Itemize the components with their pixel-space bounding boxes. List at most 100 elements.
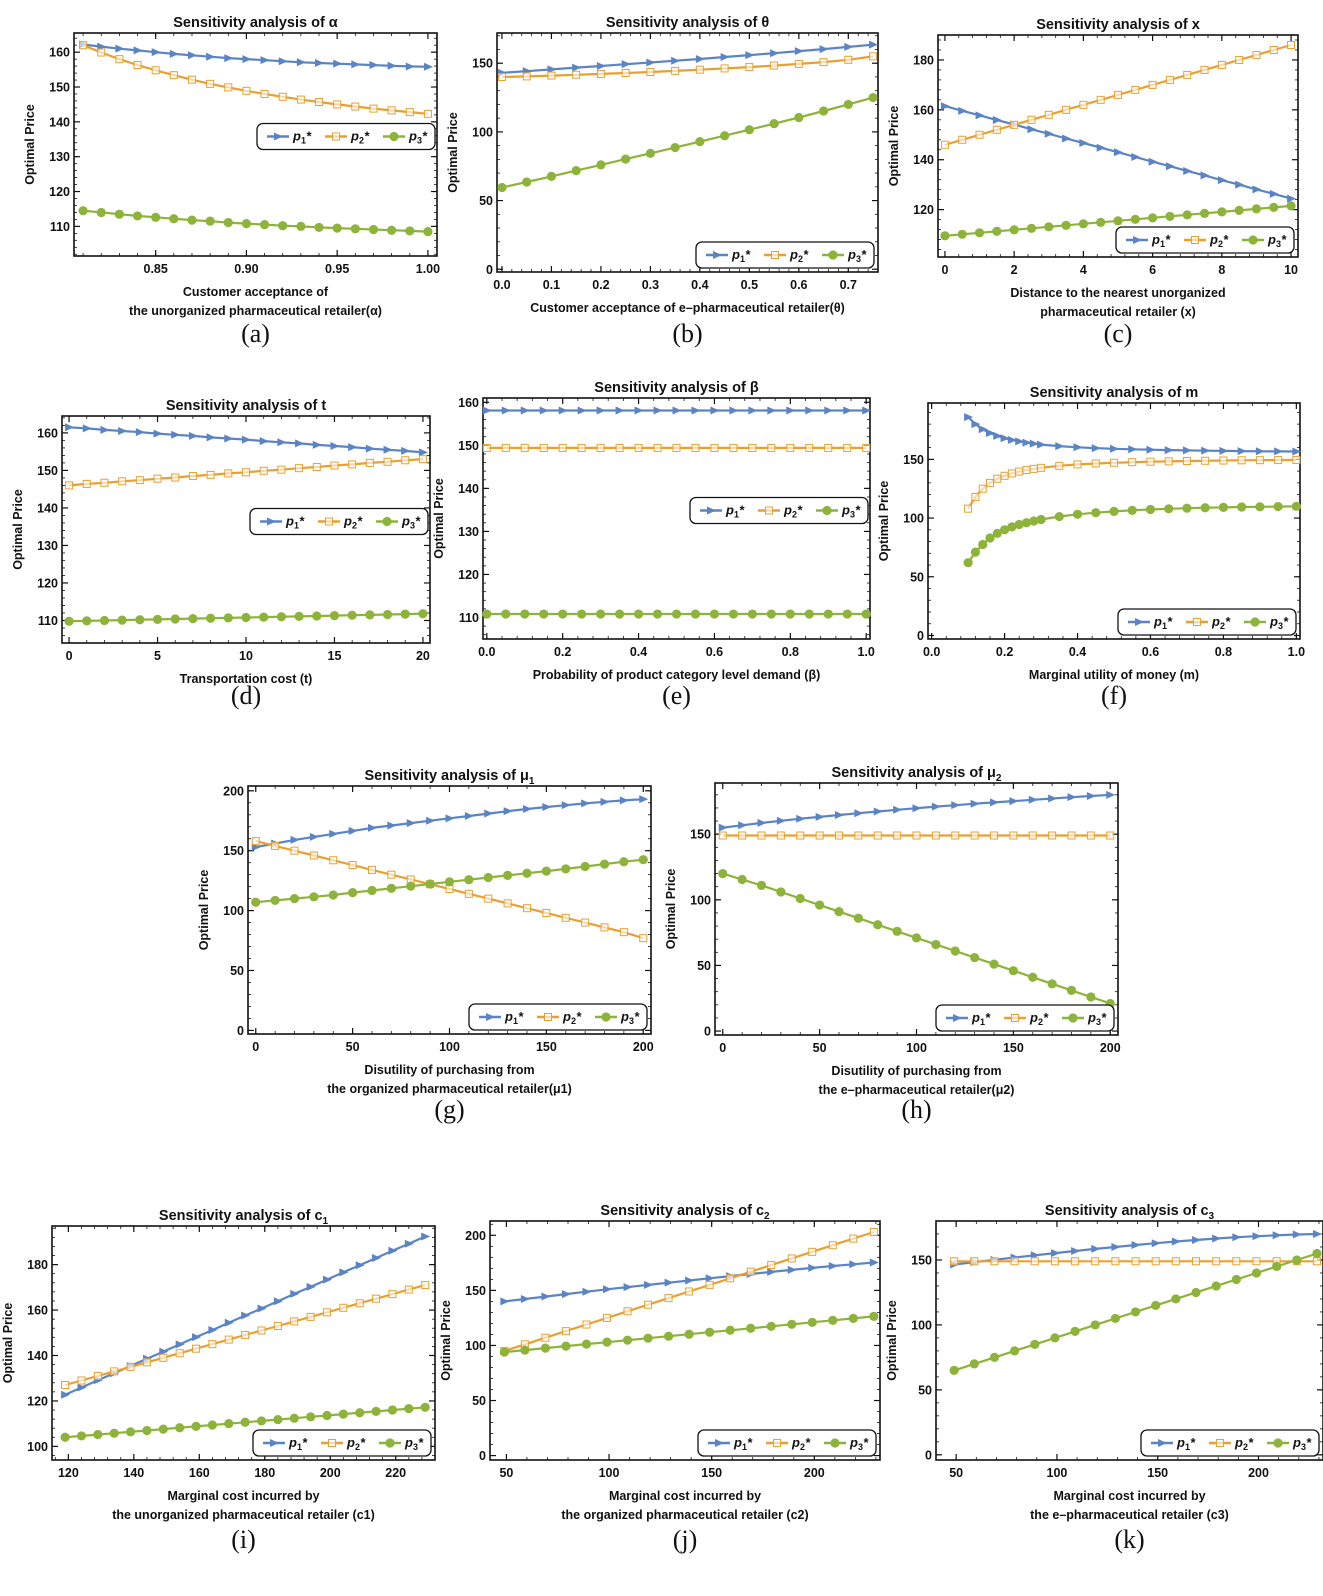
data-point-p2 xyxy=(65,481,74,490)
data-point-p3 xyxy=(766,609,776,619)
data-point-p2 xyxy=(159,1353,168,1362)
x-tick-label: 200 xyxy=(1100,1041,1121,1055)
data-point-p3 xyxy=(276,612,286,622)
y-tick-label: 140 xyxy=(49,115,70,129)
y-tick-label: 200 xyxy=(223,784,244,798)
y-axis-label: Optimal Price xyxy=(197,870,211,951)
data-point-p2 xyxy=(745,63,754,72)
data-point-p2 xyxy=(615,443,624,452)
legend-item-p1: p1* xyxy=(479,1009,524,1026)
data-point-p3 xyxy=(329,611,340,621)
data-point-p1 xyxy=(65,423,75,432)
data-point-p1 xyxy=(290,835,300,844)
data-point-p3 xyxy=(869,1311,879,1321)
x-tick-label: 150 xyxy=(536,1040,557,1054)
data-point-p3 xyxy=(1211,1281,1221,1291)
panel-a: Sensitivity analysis of α 110 120 130 140 150… xyxy=(23,15,440,348)
data-point-p1 xyxy=(745,51,755,60)
data-point-p1 xyxy=(1073,443,1083,452)
data-point-p2 xyxy=(259,466,268,475)
x-tick-label: 6 xyxy=(1149,263,1156,277)
data-point-p1 xyxy=(547,65,557,74)
data-point-p3 xyxy=(633,609,644,619)
data-point-p1 xyxy=(1106,790,1116,799)
x-tick-label: 0.2 xyxy=(592,278,609,292)
data-point-p2 xyxy=(849,1234,858,1243)
data-point-p3 xyxy=(614,609,625,619)
data-point-p3 xyxy=(989,959,999,969)
data-point-p1 xyxy=(1212,1234,1222,1243)
data-point-p3 xyxy=(709,609,720,619)
series-p3 xyxy=(60,1402,430,1442)
data-point-p2 xyxy=(110,1367,119,1376)
x-tick-label: 0.85 xyxy=(144,262,168,276)
data-point-p1 xyxy=(912,804,922,813)
x-axis-label: Customer acceptance of e–pharmaceutical … xyxy=(530,301,845,315)
data-point-p3 xyxy=(187,215,197,225)
data-point-p1 xyxy=(368,823,377,832)
legend-item-p3: p3* xyxy=(1242,232,1287,249)
legend-label: p2* xyxy=(789,247,809,264)
data-point-p3 xyxy=(769,119,779,129)
x-axis-label: Marginal cost incurred by xyxy=(167,1489,319,1503)
data-point-p3 xyxy=(1145,504,1156,515)
plot-frame xyxy=(482,397,871,640)
data-point-p3 xyxy=(868,92,878,103)
data-point-p3 xyxy=(766,1321,776,1331)
data-point-p2 xyxy=(644,1300,653,1309)
y-tick-label: 50 xyxy=(230,964,244,978)
data-point-p2 xyxy=(387,870,396,879)
legend-label: p1* xyxy=(1151,232,1171,249)
data-point-p2 xyxy=(464,889,473,898)
data-point-p3 xyxy=(970,952,980,963)
data-point-p2 xyxy=(401,456,410,465)
legend-marker-icon xyxy=(953,1014,962,1022)
data-point-p1 xyxy=(1050,1249,1060,1258)
data-point-p3 xyxy=(558,609,568,619)
data-point-p3 xyxy=(970,547,981,557)
data-point-p2 xyxy=(844,55,853,64)
plot-frame xyxy=(489,1220,881,1461)
plot-frame xyxy=(73,32,438,257)
data-point-p2 xyxy=(1252,50,1261,59)
data-point-p1 xyxy=(224,434,234,443)
data-point-p2 xyxy=(1055,461,1064,470)
y-tick-label: 0 xyxy=(704,1025,711,1039)
data-point-p2 xyxy=(242,468,250,477)
data-point-p2 xyxy=(1232,1257,1241,1266)
data-point-p3 xyxy=(670,142,680,153)
data-point-p2 xyxy=(1292,455,1301,464)
data-point-p3 xyxy=(501,609,511,619)
data-point-p1 xyxy=(1131,1241,1141,1250)
data-point-p3 xyxy=(520,1345,530,1355)
legend-marker-icon xyxy=(544,1013,552,1021)
data-point-p2 xyxy=(206,470,215,479)
y-tick-label: 120 xyxy=(49,185,70,199)
data-point-p2 xyxy=(445,885,454,894)
data-point-p3 xyxy=(619,857,629,867)
data-point-p1 xyxy=(187,51,197,60)
data-point-p3 xyxy=(684,1329,694,1339)
data-point-p3 xyxy=(580,861,590,872)
data-point-p3 xyxy=(581,1339,592,1349)
y-tick-label: 50 xyxy=(479,194,493,208)
data-point-p3 xyxy=(1171,1294,1181,1304)
data-point-p2 xyxy=(404,1285,413,1294)
data-point-p3 xyxy=(985,533,995,543)
series-p1 xyxy=(964,413,1302,456)
x-axis-label: the organized pharmaceutical retailer(μ1… xyxy=(327,1082,572,1096)
data-point-p1 xyxy=(561,801,571,810)
legend-marker-icon xyxy=(1133,236,1142,244)
data-point-p1 xyxy=(970,799,980,808)
data-point-p3 xyxy=(974,228,985,238)
data-point-p3 xyxy=(420,1402,430,1412)
data-point-p2 xyxy=(1010,1257,1019,1266)
data-point-p3 xyxy=(546,171,557,181)
data-point-p3 xyxy=(540,1343,551,1353)
data-point-p1 xyxy=(406,819,416,828)
data-point-p2 xyxy=(990,1257,999,1266)
x-tick-label: 1.0 xyxy=(1288,645,1305,659)
data-point-p1 xyxy=(1200,171,1210,180)
data-point-p1 xyxy=(1062,134,1072,143)
